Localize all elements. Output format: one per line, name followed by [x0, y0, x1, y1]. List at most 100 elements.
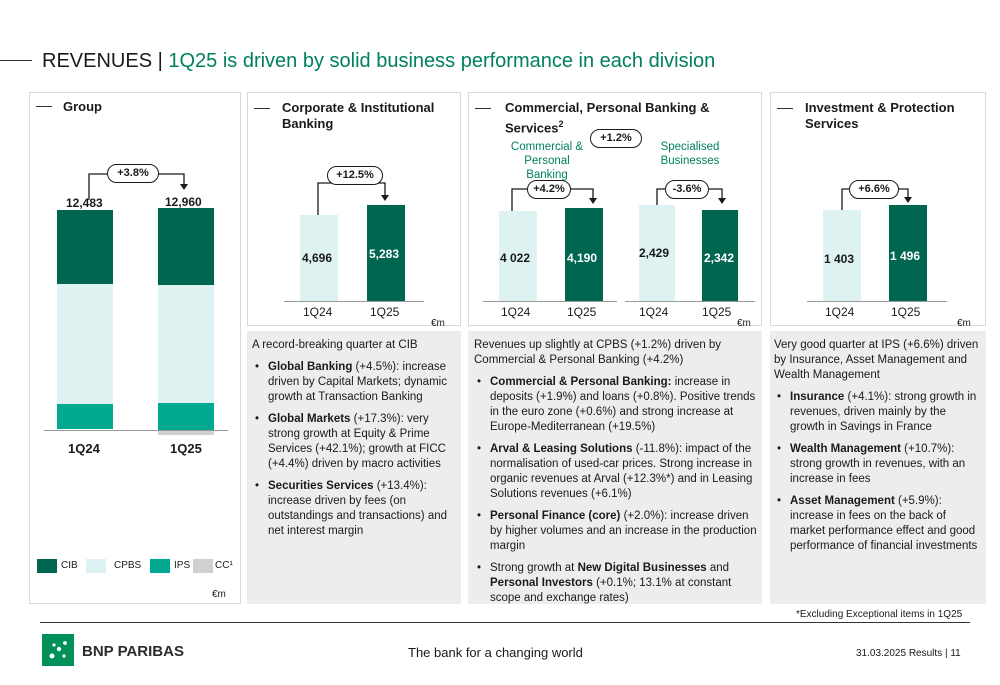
title-rule: [0, 60, 32, 61]
ips-title-dash: [777, 108, 793, 109]
ips-title: Investment & Protection Services: [805, 100, 955, 131]
cib-bar-1q24: [300, 215, 338, 301]
cpbs-sub2-growth-badge: -3.6%: [665, 180, 709, 199]
cib-period-1q25: 1Q25: [370, 305, 400, 319]
ips-value-1q25: 1 496: [890, 249, 921, 263]
bnp-logo-icon: [42, 634, 74, 666]
cpbs-sub1-label: Commercial & Personal Banking: [510, 141, 584, 181]
cpbs-axis-1: [483, 301, 617, 302]
ips-growth-connector: [841, 188, 912, 210]
cpbs-intro: Revenues up slightly at CPBS (+1.2%) dri…: [474, 339, 722, 366]
cib-title: Corporate & Institutional Banking: [282, 100, 435, 131]
cpbs-period-3: 1Q24: [639, 305, 669, 319]
cpbs-chart-panel: Commercial, Personal Banking & Services2…: [468, 92, 762, 329]
cib-bullet: Global Banking (+4.5%): increase driven …: [252, 360, 457, 405]
ips-bullet: Insurance (+4.1%): strong growth in reve…: [774, 390, 982, 435]
ips-bar-1q24: [823, 210, 861, 301]
group-bar-1q24-cib: [57, 210, 113, 284]
page-title: REVENUES | 1Q25 is driven by solid busin…: [42, 50, 715, 73]
cib-title-dash: [254, 108, 270, 109]
cpbs-sub2-value-1q25: 2,342: [704, 251, 735, 265]
group-total-1q24: 12,483: [66, 196, 103, 210]
legend-swatch-cib: [37, 559, 57, 573]
cib-value-1q24: 4,696: [302, 251, 333, 265]
cib-value-1q25: 5,283: [369, 247, 400, 261]
ips-growth-badge: +6.6%: [849, 180, 899, 199]
ips-period-1q25: 1Q25: [891, 305, 921, 319]
group-growth-badge: +3.8%: [107, 164, 159, 183]
title-main: REVENUES |: [42, 50, 163, 72]
cpbs-axis-2: [625, 301, 755, 302]
ips-axis: [807, 301, 947, 302]
ips-unit: €m: [957, 318, 971, 329]
ips-intro: Very good quarter at IPS (+6.6%) driven …: [774, 339, 979, 381]
cpbs-bullet: Commercial & Personal Banking: increase …: [474, 375, 758, 435]
cib-text-panel: A record-breaking quarter at CIB Global …: [247, 331, 461, 604]
cpbs-title-dash: [475, 108, 491, 109]
group-bar-1q25-cc: [158, 430, 214, 435]
cpbs-sub2-bar-1q25: [702, 210, 738, 301]
ips-bullet: Wealth Management (+10.7%): strong growt…: [774, 442, 982, 487]
cib-intro: A record-breaking quarter at CIB: [252, 339, 418, 351]
group-bar-1q25-cpbs: [158, 285, 214, 403]
cpbs-growth-badge: +1.2%: [590, 129, 642, 148]
ips-bullet: Asset Management (+5.9%): increase in fe…: [774, 494, 982, 554]
cib-chart-panel: Corporate & Institutional Banking +12.5%…: [247, 92, 461, 329]
legend-swatch-cc: [193, 559, 213, 573]
cib-unit: €m: [431, 318, 445, 329]
cpbs-sub1-bar-1q24: [499, 211, 537, 301]
ips-chart-panel: Investment & Protection Services +6.6% 1…: [770, 92, 986, 329]
cpbs-bullet: Arval & Leasing Solutions (-11.8%): impa…: [474, 442, 758, 502]
group-axis: [44, 430, 228, 431]
cpbs-sub1-value-1q24: 4 022: [500, 251, 531, 265]
group-unit: €m: [212, 589, 226, 600]
group-period-1q25: 1Q25: [170, 441, 202, 456]
group-total-1q25: 12,960: [165, 195, 202, 209]
cib-bullet: Global Markets (+17.3%): very strong gro…: [252, 412, 457, 472]
group-bar-1q24-cpbs: [57, 284, 113, 404]
group-bar-1q25-cib: [158, 208, 214, 285]
cib-period-1q24: 1Q24: [303, 305, 333, 319]
legend-swatch-ips: [150, 559, 170, 573]
group-panel: Group +3.8% 12,483 12,960 1Q24 1Q25 CIB …: [29, 92, 241, 604]
group-title: Group: [63, 99, 102, 114]
cpbs-period-4: 1Q25: [702, 305, 732, 319]
cib-growth-connector: [317, 182, 389, 215]
cib-axis: [284, 301, 424, 302]
ips-period-1q24: 1Q24: [825, 305, 855, 319]
group-period-1q24: 1Q24: [68, 441, 100, 456]
legend-label-ips: IPS: [174, 560, 191, 571]
ips-commentary: Very good quarter at IPS (+6.6%) driven …: [774, 338, 982, 554]
cpbs-period-2: 1Q25: [567, 305, 597, 319]
title-sub: 1Q25 is driven by solid business perform…: [168, 50, 716, 72]
group-title-dash: [36, 106, 52, 107]
cib-bullet: Securities Services (+13.4%): increase d…: [252, 479, 457, 539]
legend-label-cpbs: CPBS: [114, 560, 142, 571]
footnote: *Excluding Exceptional items in 1Q25: [796, 609, 963, 620]
ips-value-1q24: 1 403: [824, 252, 855, 266]
page-reference: 31.03.2025 Results | 11: [856, 648, 961, 659]
legend-label-cc: CC¹: [215, 560, 233, 571]
cpbs-bullet: Personal Finance (core) (+2.0%): increas…: [474, 509, 758, 554]
cpbs-sub1-growth-badge: +4.2%: [527, 180, 571, 199]
ips-text-panel: Very good quarter at IPS (+6.6%) driven …: [770, 331, 986, 604]
brand-name: BNP PARIBAS: [82, 643, 184, 660]
cpbs-text-panel: Revenues up slightly at CPBS (+1.2%) dri…: [468, 331, 762, 604]
cpbs-sub1-value-1q25: 4,190: [567, 251, 598, 265]
cib-growth-badge: +12.5%: [327, 166, 383, 185]
group-bar-1q25-ips: [158, 403, 214, 430]
ips-bar-1q25: [889, 205, 927, 301]
cpbs-unit: €m: [737, 318, 751, 329]
cpbs-title: Commercial, Personal Banking & Services2: [505, 100, 710, 136]
cib-commentary: A record-breaking quarter at CIB Global …: [252, 338, 457, 539]
cpbs-bullet: Strong growth at New Digital Businesses …: [474, 561, 758, 606]
cib-bar-1q25: [367, 205, 405, 301]
cpbs-sub2-value-1q24: 2,429: [639, 246, 670, 260]
cpbs-commentary: Revenues up slightly at CPBS (+1.2%) dri…: [474, 338, 758, 606]
footer-rule: [40, 622, 970, 623]
legend-swatch-cpbs: [86, 559, 106, 573]
cpbs-sub1-bar-1q25: [565, 208, 603, 301]
cpbs-sub2-bar-1q24: [639, 205, 675, 301]
tagline: The bank for a changing world: [408, 645, 583, 660]
legend-label-cib: CIB: [61, 560, 78, 571]
